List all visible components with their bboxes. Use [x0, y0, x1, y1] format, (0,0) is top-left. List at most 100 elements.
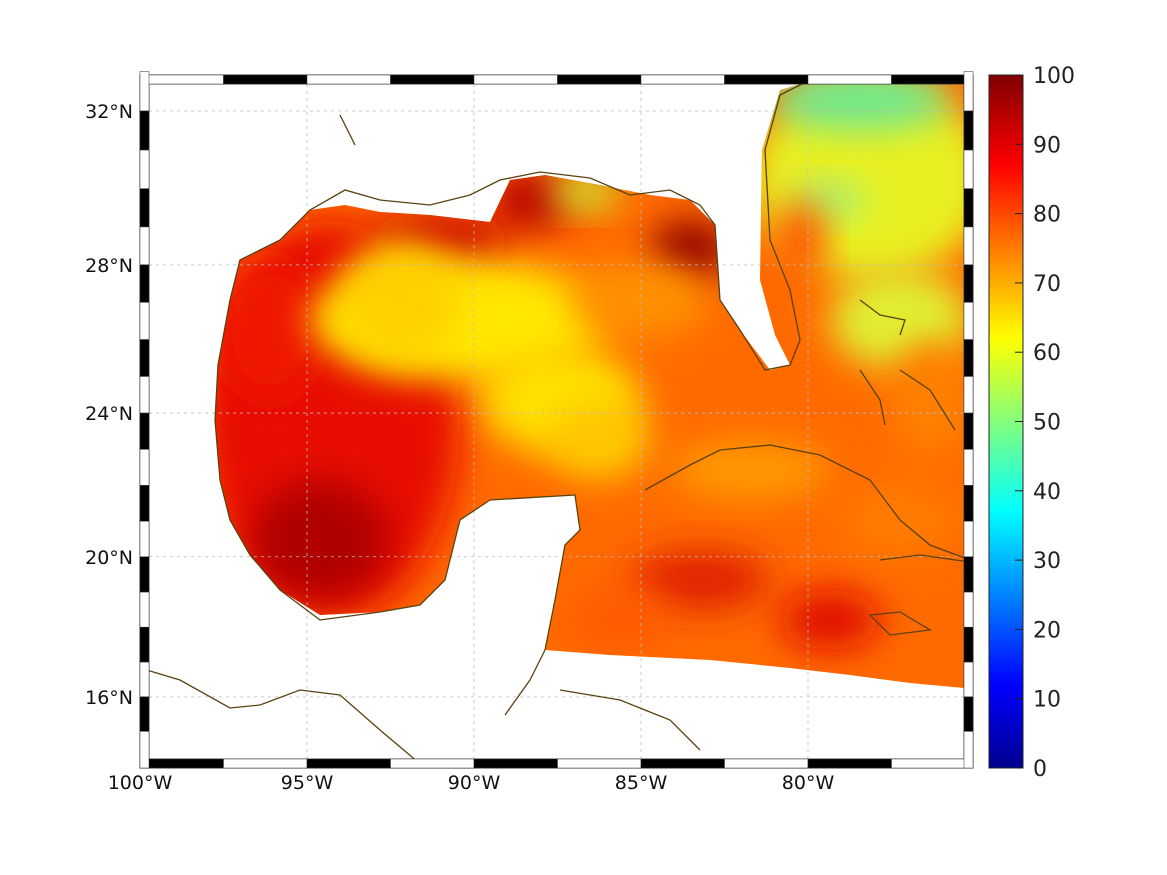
frame-segment: [891, 74, 974, 85]
coastline: [879, 554, 971, 563]
frame-segment: [139, 626, 150, 663]
lat-tick-label: 28°N: [85, 255, 133, 277]
frame-segment: [807, 74, 892, 85]
colorbar-tick-label: 20: [1033, 618, 1061, 643]
heat-blob: [340, 240, 460, 360]
colorbar-tick-label: 60: [1033, 341, 1061, 366]
frame-segment: [807, 758, 892, 769]
frame-segment: [963, 376, 974, 414]
coastline: [339, 114, 356, 146]
frame-segment: [963, 520, 974, 558]
colorbar-tick-label: 100: [1033, 64, 1075, 89]
frame-segment: [139, 188, 150, 228]
coastline: [868, 611, 932, 636]
frame-segment: [139, 485, 150, 522]
frame-segment: [963, 412, 974, 450]
frame-segment: [640, 758, 725, 769]
lat-tick-label: 20°N: [85, 547, 133, 569]
frame-segment: [963, 71, 974, 112]
frame-segment: [223, 758, 308, 769]
frame-segment: [139, 412, 150, 450]
frame-segment: [963, 556, 974, 593]
coastlines: [139, 74, 971, 769]
coastline: [217, 74, 821, 371]
colorbar-tick-label: 30: [1033, 549, 1061, 574]
heat-blob: [250, 480, 390, 600]
colorbar-tick-label: 10: [1033, 688, 1061, 713]
frame-segment: [724, 758, 809, 769]
map-frame: [139, 71, 974, 769]
frame-segment: [390, 758, 475, 769]
frame-segment: [139, 226, 150, 266]
colorbar-tick-label: 40: [1033, 480, 1061, 505]
lon-tick-label: 100°W: [108, 772, 173, 794]
coastline: [899, 369, 956, 431]
frame-segment: [473, 74, 558, 85]
frame-segment: [139, 696, 150, 732]
frame-segment: [963, 149, 974, 189]
heat-blob: [770, 80, 950, 130]
frame-segment: [306, 74, 391, 85]
lon-tick-label: 85°W: [615, 772, 668, 794]
coastline: [859, 369, 886, 426]
frame-segment: [963, 339, 974, 377]
frame-segment: [963, 264, 974, 303]
colorbar-tick-label: 0: [1033, 757, 1047, 782]
frame-segment: [963, 661, 974, 698]
frame-segment: [223, 74, 308, 85]
frame-segment: [963, 188, 974, 228]
frame-segment: [139, 376, 150, 414]
frame-segment: [139, 71, 150, 112]
heat-blob: [550, 174, 620, 210]
lat-tick-label: 32°N: [85, 101, 133, 123]
heat-blob: [570, 260, 710, 340]
frame-segment: [139, 758, 224, 769]
coastline: [859, 299, 906, 336]
lon-tick-label: 90°W: [448, 772, 501, 794]
frame-segment: [640, 74, 725, 85]
heat-blob: [630, 550, 770, 610]
heat-blob: [780, 590, 880, 650]
frame-segment: [139, 74, 224, 85]
heat-blob: [570, 590, 670, 650]
heat-blob: [490, 170, 570, 230]
frame-segment: [139, 449, 150, 486]
lon-tick-label: 80°W: [782, 772, 835, 794]
heat-blob: [220, 260, 320, 400]
gridlines: [149, 84, 964, 759]
heat-blob: [890, 340, 964, 460]
frame-segment: [139, 661, 150, 698]
colorbar-tick-label: 70: [1033, 272, 1061, 297]
frame-segment: [963, 226, 974, 266]
frame-segment: [724, 74, 809, 85]
colorbar-tick-label: 90: [1033, 133, 1061, 158]
frame-segment: [390, 74, 475, 85]
lat-tick-label: 16°N: [85, 687, 133, 709]
frame-segment: [139, 302, 150, 340]
frame-segment: [557, 74, 642, 85]
frame-segment: [139, 149, 150, 189]
frame-segment: [557, 758, 642, 769]
lon-tick-label: 95°W: [281, 772, 334, 794]
frame-segment: [139, 264, 150, 303]
colorbar-tick-label: 50: [1033, 411, 1061, 436]
frame-segment: [963, 485, 974, 522]
heat-blob: [550, 400, 650, 480]
frame-segment: [306, 758, 391, 769]
frame-segment: [139, 110, 150, 151]
coastline: [559, 689, 701, 751]
frame-segment: [891, 758, 974, 769]
frame-segment: [963, 110, 974, 151]
frame-segment: [963, 696, 974, 732]
frame-segment: [139, 731, 150, 769]
coastline: [214, 364, 581, 716]
heat-blob: [670, 440, 830, 500]
heat-blob: [775, 200, 825, 280]
frame-segment: [473, 758, 558, 769]
frame-segment: [963, 626, 974, 663]
frame-segment: [963, 731, 974, 769]
frame-segment: [963, 449, 974, 486]
colorbar-tick-label: 80: [1033, 203, 1061, 228]
frame-segment: [963, 591, 974, 628]
